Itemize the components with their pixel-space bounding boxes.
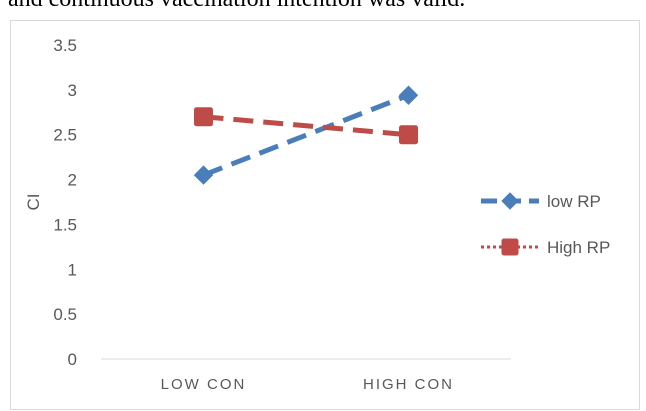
series-line bbox=[203, 114, 409, 138]
data-point-marker bbox=[194, 107, 213, 127]
x-axis-labels: LOW CON HIGH CON bbox=[161, 376, 454, 393]
legend: low RP High RP bbox=[481, 192, 610, 257]
y-tick-label: 2.5 bbox=[53, 126, 77, 145]
y-tick-label: 0.5 bbox=[53, 305, 77, 324]
y-tick-label: 3.5 bbox=[53, 36, 77, 55]
data-point-marker bbox=[398, 85, 419, 105]
y-axis-ticks: 0 0.5 1 1.5 2 2.5 3 3.5 bbox=[53, 36, 77, 369]
y-tick-label: 1 bbox=[68, 260, 77, 279]
line-chart: 0 0.5 1 1.5 2 2.5 3 3.5 LOW CON HIGH CON CI low … bbox=[24, 36, 610, 393]
y-axis-label: CI bbox=[24, 194, 43, 211]
data-point-marker bbox=[501, 238, 519, 256]
data-point-marker bbox=[399, 125, 418, 145]
legend-item: High RP bbox=[481, 238, 610, 257]
series-high-rp bbox=[194, 107, 418, 145]
chart-frame: 0 0.5 1 1.5 2 2.5 3 3.5 LOW CON HIGH CON CI low … bbox=[10, 20, 640, 410]
y-tick-label: 0 bbox=[68, 350, 77, 369]
x-category-label: HIGH CON bbox=[363, 376, 454, 393]
legend-label: High RP bbox=[547, 238, 610, 257]
legend-item: low RP bbox=[481, 192, 601, 211]
y-tick-label: 3 bbox=[68, 81, 77, 100]
series-layer bbox=[193, 85, 419, 185]
legend-label: low RP bbox=[547, 192, 601, 211]
data-point-marker bbox=[501, 192, 519, 210]
x-category-label: LOW CON bbox=[161, 376, 247, 393]
y-tick-label: 2 bbox=[68, 171, 77, 190]
data-point-marker bbox=[193, 165, 214, 185]
series-low-rp bbox=[193, 85, 419, 185]
series-line bbox=[202, 92, 410, 178]
y-tick-label: 1.5 bbox=[53, 215, 77, 234]
context-text: and continuous vaccination intention was… bbox=[8, 0, 465, 13]
